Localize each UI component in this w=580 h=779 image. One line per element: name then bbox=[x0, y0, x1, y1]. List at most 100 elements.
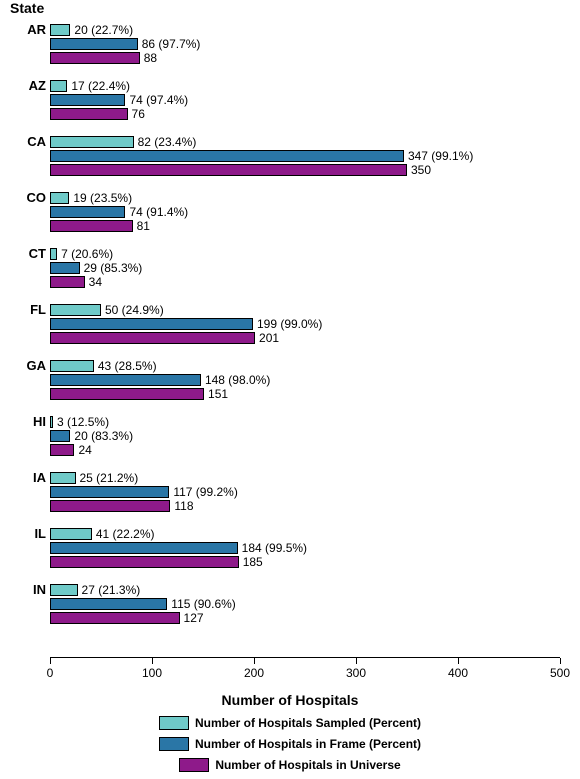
bar-label: 148 (98.0%) bbox=[205, 373, 270, 387]
bar-sampled bbox=[50, 80, 67, 92]
bar-frame bbox=[50, 150, 404, 162]
bar-label: 201 bbox=[259, 331, 279, 345]
x-tick bbox=[458, 658, 459, 664]
bar-frame bbox=[50, 206, 125, 218]
bar-label: 27 (21.3%) bbox=[82, 583, 141, 597]
bar-label: 74 (97.4%) bbox=[129, 93, 188, 107]
bar-label: 199 (99.0%) bbox=[257, 317, 322, 331]
bar-universe bbox=[50, 52, 140, 64]
bar-label: 82 (23.4%) bbox=[138, 135, 197, 149]
hospitals-bar-chart: State 0 100 200 300 400 500 20 (22.7%) 86 (97.7… bbox=[0, 0, 580, 772]
state-label: CT bbox=[10, 246, 46, 261]
bar-label: 81 bbox=[137, 219, 150, 233]
bar-label: 86 (97.7%) bbox=[142, 37, 201, 51]
bar-label: 7 (20.6%) bbox=[61, 247, 113, 261]
x-tick-label: 100 bbox=[142, 666, 162, 680]
x-tick-label: 400 bbox=[448, 666, 468, 680]
bar-label: 151 bbox=[208, 387, 228, 401]
bar-universe bbox=[50, 556, 239, 568]
bar-universe bbox=[50, 276, 85, 288]
bar-label: 50 (24.9%) bbox=[105, 303, 164, 317]
y-axis-title: State bbox=[10, 0, 44, 16]
bar-frame bbox=[50, 38, 138, 50]
bar-universe bbox=[50, 500, 170, 512]
x-tick bbox=[356, 658, 357, 664]
bar-frame bbox=[50, 374, 201, 386]
legend-swatch bbox=[159, 737, 189, 751]
bar-universe bbox=[50, 220, 133, 232]
state-label: IN bbox=[10, 582, 46, 597]
x-axis-line bbox=[50, 657, 560, 658]
legend-item: Number of Hospitals in Frame (Percent) bbox=[159, 737, 421, 751]
bar-label: 350 bbox=[411, 163, 431, 177]
x-tick bbox=[50, 658, 51, 664]
bar-sampled bbox=[50, 136, 134, 148]
bar-universe bbox=[50, 612, 180, 624]
state-label: IA bbox=[10, 470, 46, 485]
bar-frame bbox=[50, 318, 253, 330]
bar-frame bbox=[50, 542, 238, 554]
bar-label: 88 bbox=[144, 51, 157, 65]
bar-label: 41 (22.2%) bbox=[96, 527, 155, 541]
bar-sampled bbox=[50, 24, 70, 36]
state-label: CA bbox=[10, 134, 46, 149]
state-label: FL bbox=[10, 302, 46, 317]
x-tick-label: 200 bbox=[244, 666, 264, 680]
legend-label: Number of Hospitals in Universe bbox=[215, 758, 400, 772]
legend-label: Number of Hospitals Sampled (Percent) bbox=[195, 716, 421, 730]
bar-label: 76 bbox=[132, 107, 145, 121]
bar-frame bbox=[50, 262, 80, 274]
bar-label: 17 (22.4%) bbox=[71, 79, 130, 93]
plot-area: 010020030040050020 (22.7%)86 (97.7%)8817… bbox=[50, 18, 560, 658]
bar-label: 127 bbox=[184, 611, 204, 625]
x-tick bbox=[560, 658, 561, 664]
bar-label: 118 bbox=[174, 499, 193, 513]
legend-label: Number of Hospitals in Frame (Percent) bbox=[195, 737, 421, 751]
bar-universe bbox=[50, 332, 255, 344]
bar-sampled bbox=[50, 248, 57, 260]
bar-sampled bbox=[50, 584, 78, 596]
legend-item: Number of Hospitals in Universe bbox=[179, 758, 400, 772]
bar-label: 29 (85.3%) bbox=[84, 261, 143, 275]
x-tick-label: 0 bbox=[47, 666, 54, 680]
x-tick bbox=[254, 658, 255, 664]
bar-sampled bbox=[50, 360, 94, 372]
bar-label: 24 bbox=[78, 443, 91, 457]
x-tick bbox=[152, 658, 153, 664]
bar-label: 74 (91.4%) bbox=[129, 205, 188, 219]
state-label: HI bbox=[10, 414, 46, 429]
bar-sampled bbox=[50, 528, 92, 540]
bar-label: 25 (21.2%) bbox=[80, 471, 139, 485]
bar-universe bbox=[50, 108, 128, 120]
state-label: AZ bbox=[10, 78, 46, 93]
bar-label: 115 (90.6%) bbox=[171, 597, 235, 611]
legend: Number of Hospitals Sampled (Percent) Num… bbox=[0, 716, 580, 779]
bar-label: 185 bbox=[243, 555, 263, 569]
bar-sampled bbox=[50, 192, 69, 204]
bar-label: 34 bbox=[89, 275, 102, 289]
bar-frame bbox=[50, 430, 70, 442]
legend-swatch bbox=[179, 758, 209, 772]
bar-universe bbox=[50, 164, 407, 176]
legend-swatch bbox=[159, 716, 189, 730]
bar-frame bbox=[50, 486, 169, 498]
bar-frame bbox=[50, 598, 167, 610]
legend-item: Number of Hospitals Sampled (Percent) bbox=[159, 716, 421, 730]
bar-sampled bbox=[50, 416, 53, 428]
bar-label: 20 (83.3%) bbox=[74, 429, 133, 443]
bar-label: 347 (99.1%) bbox=[408, 149, 473, 163]
bar-label: 19 (23.5%) bbox=[73, 191, 132, 205]
x-tick-label: 500 bbox=[550, 666, 570, 680]
x-tick-label: 300 bbox=[346, 666, 366, 680]
bar-label: 117 (99.2%) bbox=[173, 485, 237, 499]
state-label: GA bbox=[10, 358, 46, 373]
state-label: IL bbox=[10, 526, 46, 541]
bar-universe bbox=[50, 444, 74, 456]
state-label: CO bbox=[10, 190, 46, 205]
state-label: AR bbox=[10, 22, 46, 37]
bar-label: 184 (99.5%) bbox=[242, 541, 307, 555]
bar-label: 3 (12.5%) bbox=[57, 415, 109, 429]
bar-label: 20 (22.7%) bbox=[74, 23, 133, 37]
x-axis-title: Number of Hospitals bbox=[0, 692, 580, 708]
bar-sampled bbox=[50, 304, 101, 316]
